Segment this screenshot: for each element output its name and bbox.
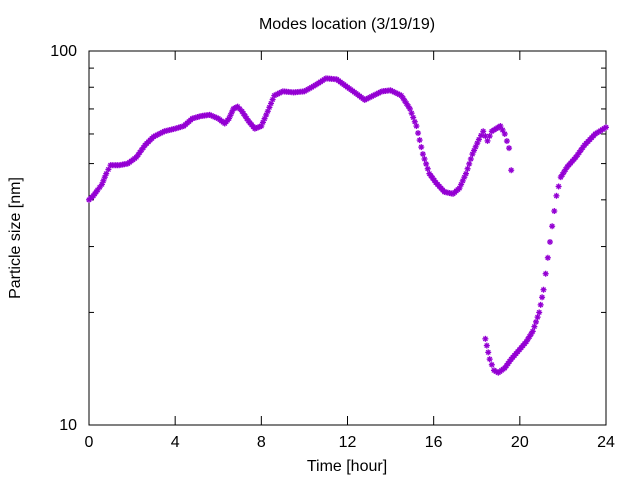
data-point	[482, 335, 489, 342]
data-point	[423, 160, 430, 167]
data-point	[532, 318, 539, 325]
data-point	[486, 356, 493, 363]
data-point	[484, 137, 491, 144]
data-point	[506, 145, 513, 152]
data-point	[551, 208, 558, 215]
data-point	[467, 155, 474, 162]
x-tick-label: 8	[257, 434, 266, 451]
y-tick-label: 10	[59, 417, 77, 434]
data-point	[419, 151, 426, 158]
axis-tick-labels: 0 4 8 12 16 20 24 10 100	[50, 43, 615, 451]
data-point	[456, 185, 463, 192]
data-point	[462, 170, 469, 177]
data-point	[536, 309, 543, 316]
data-point	[529, 328, 536, 335]
x-tick-label: 0	[85, 434, 94, 451]
data-point	[406, 105, 413, 112]
data-point	[544, 254, 551, 261]
data-point	[401, 97, 408, 104]
axis-ticks	[88, 50, 607, 426]
x-axis-label: Time [hour]	[307, 458, 387, 475]
plot-area-border	[88, 50, 607, 426]
data-point	[466, 160, 473, 167]
data-point	[542, 270, 549, 277]
data-point	[478, 132, 485, 139]
data-point	[483, 342, 490, 349]
data-series	[86, 75, 609, 376]
data-point	[508, 167, 515, 174]
data-point	[503, 138, 510, 145]
data-point	[531, 323, 538, 330]
data-point	[485, 349, 492, 356]
data-point	[540, 286, 547, 293]
data-point	[480, 128, 487, 135]
data-point	[539, 294, 546, 301]
data-point	[105, 166, 112, 173]
data-point	[603, 124, 609, 131]
x-tick-label: 4	[171, 434, 180, 451]
data-point	[549, 223, 556, 230]
data-point	[537, 301, 544, 308]
data-point	[228, 109, 235, 116]
data-point	[416, 137, 423, 144]
data-point	[555, 183, 562, 190]
x-tick-label: 24	[597, 434, 615, 451]
y-axis-label: Particle size [nm]	[7, 177, 24, 299]
y-tick-label: 100	[50, 43, 77, 60]
data-point	[415, 130, 422, 137]
x-tick-label: 12	[339, 434, 357, 451]
data-point	[418, 144, 425, 151]
data-point	[475, 136, 482, 143]
data-point	[464, 165, 471, 172]
data-point	[553, 192, 560, 199]
data-point	[546, 238, 553, 245]
data-point	[486, 133, 493, 140]
data-point	[534, 314, 541, 321]
data-point	[413, 123, 420, 130]
chart-title: Modes location (3/19/19)	[259, 16, 435, 33]
data-point	[501, 130, 508, 137]
x-tick-label: 20	[511, 434, 529, 451]
data-point	[488, 361, 495, 368]
data-point	[421, 155, 428, 162]
data-point	[424, 165, 431, 172]
x-tick-label: 16	[425, 434, 443, 451]
data-point	[103, 170, 110, 177]
